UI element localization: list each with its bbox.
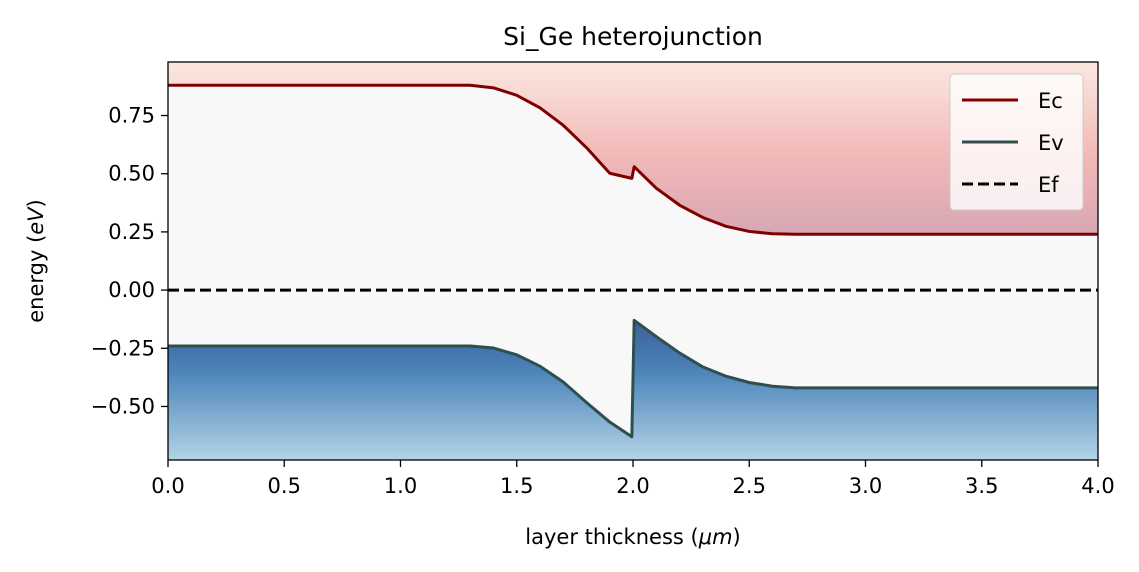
y-tick-label: 0.00	[108, 278, 155, 302]
y-tick-label: 0.50	[108, 162, 155, 186]
x-tick-label: 3.0	[849, 474, 882, 498]
x-tick-label: 0.5	[268, 474, 301, 498]
legend-label-ev: Ev	[1038, 131, 1064, 155]
legend-label-ec: Ec	[1038, 89, 1063, 113]
legend: Ec Ev Ef	[949, 73, 1084, 211]
y-axis: 0.75 0.50 0.25 0.00 −0.25 −0.50	[91, 104, 168, 418]
x-tick-label: 0.0	[151, 474, 184, 498]
conduction-band-fill	[168, 62, 1098, 235]
legend-label-ef: Ef	[1038, 173, 1059, 197]
x-tick-label: 3.5	[965, 474, 998, 498]
series-line-ec	[168, 83, 1098, 236]
x-axis-label: layer thickness (μm)	[525, 525, 740, 549]
y-tick-label: 0.75	[108, 104, 155, 128]
y-tick-label: 0.25	[108, 220, 155, 244]
y-tick-label: −0.25	[91, 336, 155, 360]
y-tick-label: −0.50	[91, 394, 155, 418]
x-tick-label: 2.5	[733, 474, 766, 498]
series-lines	[168, 83, 1098, 439]
x-tick-label: 1.5	[500, 474, 533, 498]
x-axis: 0.0 0.5 1.0 1.5 2.0 2.5 3.0 3.5 4.0	[151, 460, 1115, 498]
y-axis-label: energy (eV)	[24, 199, 48, 323]
x-tick-label: 4.0	[1081, 474, 1114, 498]
series-line-ev	[168, 318, 1098, 439]
x-tick-label: 2.0	[616, 474, 649, 498]
x-tick-label: 1.0	[384, 474, 417, 498]
chart-title: Si_Ge heterojunction	[503, 22, 763, 51]
